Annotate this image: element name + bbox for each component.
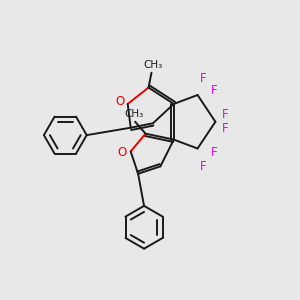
Text: O: O [117, 146, 126, 160]
Text: F: F [200, 160, 207, 173]
Text: F: F [200, 72, 207, 85]
Text: CH₃: CH₃ [124, 110, 143, 119]
Text: O: O [115, 95, 124, 108]
Text: F: F [211, 146, 217, 160]
Text: F: F [211, 84, 217, 97]
Text: F: F [222, 108, 229, 121]
Text: F: F [222, 122, 229, 135]
Text: CH₃: CH₃ [143, 60, 163, 70]
